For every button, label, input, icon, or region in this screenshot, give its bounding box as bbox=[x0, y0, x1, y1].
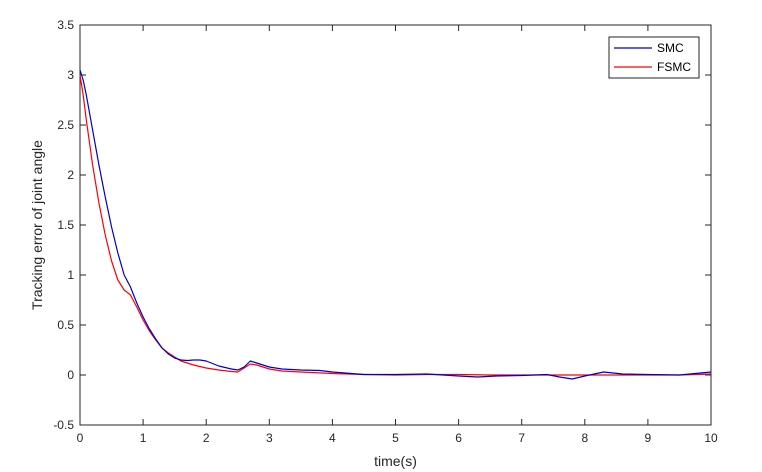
x-tick-label: 5 bbox=[392, 431, 399, 445]
x-axis: 0 1 2 3 4 5 6 7 8 9 10 bbox=[77, 25, 718, 445]
y-axis: -0.5 0 0.5 1 1.5 2 2.5 3 3.5 bbox=[53, 18, 711, 432]
y-tick-label: 0 bbox=[67, 368, 74, 382]
x-tick-label: 2 bbox=[203, 431, 210, 445]
plot-area bbox=[79, 24, 712, 426]
x-tick-label: 9 bbox=[645, 431, 652, 445]
legend-label-fsmc: FSMC bbox=[657, 60, 691, 74]
series-line-fsmc bbox=[79, 74, 712, 376]
y-tick-label: -0.5 bbox=[53, 418, 74, 432]
x-axis-label: time(s) bbox=[374, 453, 417, 469]
x-tick-label: 10 bbox=[704, 431, 718, 445]
y-tick-label: 1.5 bbox=[57, 218, 74, 232]
x-tick-label: 6 bbox=[455, 431, 462, 445]
y-tick-label: 2 bbox=[67, 168, 74, 182]
x-tick-label: 0 bbox=[77, 431, 84, 445]
x-tick-label: 3 bbox=[266, 431, 273, 445]
legend: SMC FSMC bbox=[608, 36, 700, 79]
y-tick-label: 1 bbox=[67, 268, 74, 282]
y-tick-label: 3 bbox=[67, 68, 74, 82]
legend-label-smc: SMC bbox=[657, 41, 684, 55]
y-axis-label: Tracking error of joint angle bbox=[29, 140, 45, 310]
series-lines bbox=[79, 69, 712, 380]
x-tick-label: 8 bbox=[581, 431, 588, 445]
y-tick-label: 0.5 bbox=[57, 318, 74, 332]
x-tick-label: 1 bbox=[140, 431, 147, 445]
y-tick-label: 3.5 bbox=[57, 18, 74, 32]
legend-box bbox=[608, 36, 700, 79]
x-tick-label: 7 bbox=[518, 431, 525, 445]
x-tick-label: 4 bbox=[329, 431, 336, 445]
series-line-smc bbox=[79, 69, 712, 380]
y-tick-label: 2.5 bbox=[57, 118, 74, 132]
